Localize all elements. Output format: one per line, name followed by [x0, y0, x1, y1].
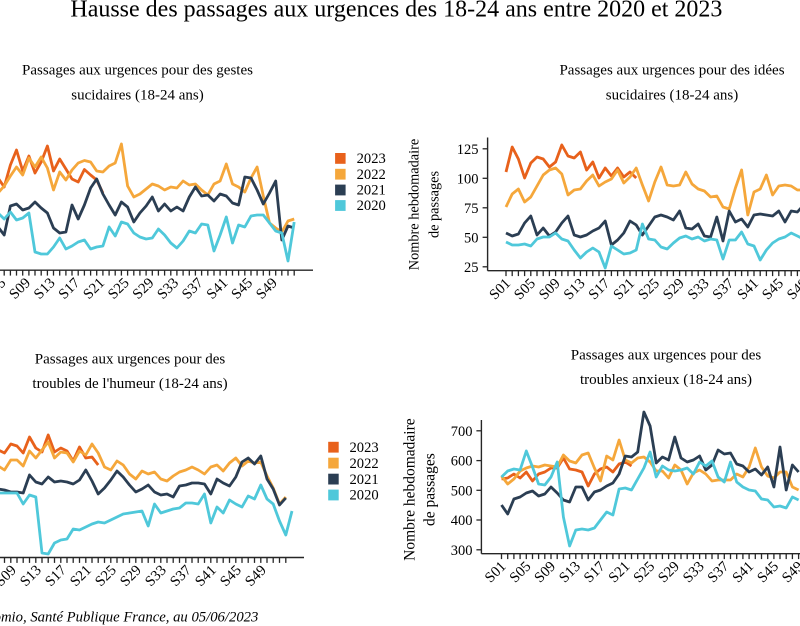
svg-text:troubles de l'humeur (18-24 an: troubles de l'humeur (18-24 ans) — [32, 376, 227, 392]
svg-text:sucidaires (18-24 ans): sucidaires (18-24 ans) — [606, 88, 738, 104]
svg-text:2020: 2020 — [357, 198, 386, 214]
svg-text:Passages aux urgences pour des: Passages aux urgences pour des idées — [559, 63, 784, 79]
svg-text:125: 125 — [457, 142, 479, 158]
svg-text:25: 25 — [464, 260, 479, 276]
svg-text:600: 600 — [451, 454, 473, 470]
svg-text:Passages aux urgences pour des: Passages aux urgences pour des — [35, 351, 226, 367]
svg-text:de passages: de passages — [422, 453, 439, 526]
svg-text:300: 300 — [451, 543, 473, 559]
svg-text:Nombre hebdomadaire: Nombre hebdomadaire — [402, 418, 419, 561]
svg-text:troubles anxieux (18-24 ans): troubles anxieux (18-24 ans) — [580, 372, 752, 388]
svg-text:50: 50 — [464, 230, 479, 246]
svg-text:Passages aux urgences pour des: Passages aux urgences pour des gestes — [22, 63, 253, 79]
svg-text:500: 500 — [451, 483, 473, 499]
svg-text:de passages: de passages — [427, 171, 443, 239]
svg-text:2023: 2023 — [350, 440, 379, 456]
svg-text:100: 100 — [457, 171, 479, 187]
svg-text:Passages aux urgences pour des: Passages aux urgences pour des — [571, 348, 762, 364]
svg-text:2021: 2021 — [357, 183, 386, 199]
svg-text:Hausse des passages aux urgenc: Hausse des passages aux urgences des 18-… — [70, 0, 722, 23]
svg-text:700: 700 — [451, 424, 473, 440]
svg-text:omio, Santé Publique France, a: omio, Santé Publique France, au 05/06/20… — [0, 610, 258, 626]
svg-text:75: 75 — [464, 201, 479, 217]
svg-text:2023: 2023 — [357, 151, 386, 167]
svg-text:Nombre hebdomadaire: Nombre hebdomadaire — [407, 139, 423, 270]
svg-text:2022: 2022 — [350, 456, 379, 472]
svg-text:400: 400 — [451, 513, 473, 529]
svg-text:2020: 2020 — [350, 488, 379, 504]
svg-text:2022: 2022 — [357, 167, 386, 183]
svg-text:sucidaires (18-24 ans): sucidaires (18-24 ans) — [71, 88, 203, 104]
svg-text:S05: S05 — [0, 275, 9, 303]
svg-text:2021: 2021 — [350, 472, 379, 488]
